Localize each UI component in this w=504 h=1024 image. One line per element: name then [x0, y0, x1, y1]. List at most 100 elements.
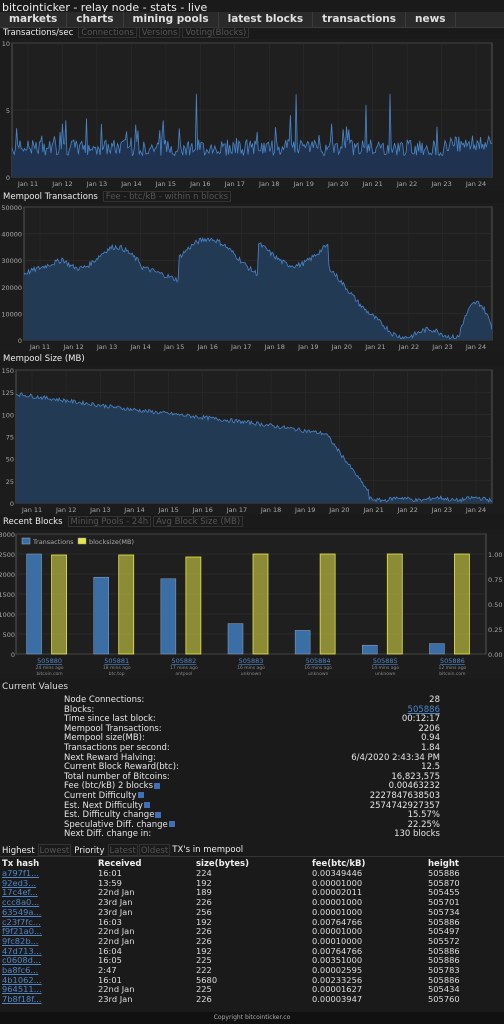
- block-height-link[interactable]: 505884: [306, 657, 331, 665]
- tab-lowest[interactable]: Lowest: [37, 844, 72, 856]
- block-age: 12 mins ago: [439, 665, 467, 671]
- block-pool: btc.top: [109, 671, 125, 677]
- info-icon[interactable]: [137, 792, 144, 799]
- info-icon[interactable]: [143, 802, 150, 809]
- current-value-label: Next Reward Halving:: [64, 752, 156, 763]
- tx-per-sec-svg: 10 5 0 Jan 11 Jan 12 Jan 13 Jan 14 Jan 15 Jan 1…: [2, 40, 493, 188]
- tab-mempool-transactions[interactable]: Mempool Transactions: [3, 192, 98, 202]
- tab-mempool-size[interactable]: Mempool Size (MB): [3, 354, 85, 364]
- tx-count-bar[interactable]: [362, 644, 378, 655]
- x-tick-label: Jan 24: [465, 506, 486, 514]
- tx-hash-link[interactable]: c0608d...: [2, 956, 41, 966]
- tx-hash-link[interactable]: 47d713...: [2, 946, 42, 956]
- info-icon[interactable]: [168, 821, 175, 828]
- current-value: 0.00463232: [388, 781, 440, 792]
- tx-hash-link[interactable]: 63549a...: [2, 907, 42, 917]
- info-icon[interactable]: [155, 811, 162, 818]
- tab-latest[interactable]: Latest: [107, 844, 138, 856]
- table-cell: 0.00002011: [312, 888, 363, 898]
- block-height-link[interactable]: 505883: [239, 657, 264, 665]
- blocksize-bar[interactable]: [118, 554, 135, 655]
- blocksize-bar[interactable]: [319, 553, 336, 655]
- nav-transactions[interactable]: transactions: [313, 12, 407, 27]
- y-tick-label: 50000: [1, 204, 22, 212]
- x-tick-label: Jan 20: [331, 343, 352, 351]
- current-value-label: Mempool size(MB):: [64, 733, 145, 744]
- blocksize-bar[interactable]: [454, 553, 470, 655]
- tx-hash-link[interactable]: 17c4ef...: [2, 888, 38, 898]
- table-cell: 0.00001000: [312, 927, 363, 937]
- tab-transactions-sec[interactable]: Transactions/sec: [3, 28, 74, 38]
- tx-count-bar[interactable]: [429, 643, 445, 655]
- tab-avg-block-size[interactable]: Avg Block Size (MB): [153, 516, 244, 527]
- info-icon[interactable]: [154, 782, 161, 789]
- tab-oldest[interactable]: Oldest: [138, 844, 171, 856]
- table-cell: 16:04: [98, 946, 122, 956]
- tx-count-bar[interactable]: [160, 578, 177, 655]
- tx-hash-link[interactable]: 92ed3...: [2, 878, 37, 888]
- nav-mining-pools[interactable]: mining pools: [124, 12, 219, 27]
- nav-news[interactable]: news: [406, 12, 456, 27]
- x-tick-label: Jan 12: [55, 506, 76, 514]
- tab-priority[interactable]: Priority: [74, 846, 105, 856]
- nav-charts[interactable]: charts: [67, 12, 124, 27]
- tx-in-mempool-label: TX's in mempool: [172, 845, 244, 855]
- y-tick-label: 10: [2, 40, 10, 48]
- block-height-link[interactable]: 505886: [440, 657, 465, 665]
- x-tick-label: Jan 21: [361, 180, 382, 188]
- tx-hash-link[interactable]: ccc8a0...: [2, 898, 40, 908]
- tab-versions[interactable]: Versions: [138, 27, 181, 38]
- current-value: 2227847638503: [369, 790, 440, 801]
- tab-connections[interactable]: Connections: [78, 27, 137, 38]
- table-cell: 0.00001000: [312, 878, 363, 888]
- y-tick-label: 125: [2, 389, 14, 397]
- tx-hash-link[interactable]: c23f7fc...: [2, 917, 41, 927]
- tx-hash-link[interactable]: f9f21a0...: [2, 927, 42, 937]
- col-tx-hash: Tx hash: [2, 858, 40, 869]
- current-value-label: Next Diff. change in:: [64, 829, 152, 840]
- current-value: 2574742927357: [369, 800, 440, 811]
- tx-hash-link[interactable]: a797f1...: [2, 869, 40, 878]
- label-wrap: Current Difficulty: [64, 791, 144, 802]
- table-cell: 23rd Jan: [98, 898, 133, 908]
- block-height-link[interactable]: 505881: [104, 657, 129, 665]
- tab-recent-blocks[interactable]: Recent Blocks: [3, 517, 63, 527]
- table-cell: 226: [196, 927, 212, 937]
- tx-count-bar[interactable]: [227, 623, 244, 655]
- blocksize-bar[interactable]: [185, 556, 202, 655]
- tab-mining-pools-24h[interactable]: Mining Pools - 24h: [67, 516, 152, 527]
- tx-count-bar[interactable]: [26, 553, 42, 655]
- block-height-link[interactable]: 505882: [171, 657, 196, 665]
- tx-hash-link[interactable]: 7b8f18f...: [2, 995, 42, 1005]
- table-row: 964511... 22nd Jan 225 0.00001627 505434: [2, 985, 502, 995]
- nav-markets[interactable]: markets: [0, 12, 68, 27]
- tx-hash-link[interactable]: 4b1062...: [2, 975, 42, 985]
- y-left-tick-label: 3000: [0, 531, 15, 539]
- table-row: a797f1... 16:01 224 0.00349446 505886: [2, 869, 502, 879]
- tab-fee-within-blocks[interactable]: Fee - btc/kB - within n blocks: [102, 191, 232, 202]
- block-age: 18 mins ago: [103, 665, 131, 671]
- tx-hash-link[interactable]: ba8fc6...: [2, 966, 39, 976]
- tx-count-bar[interactable]: [294, 630, 311, 655]
- x-tick-label: Jan 22: [396, 180, 417, 188]
- tab-voting-blocks[interactable]: Voting(Blocks): [182, 27, 250, 38]
- nav-latest-blocks[interactable]: latest blocks: [219, 12, 314, 27]
- current-value: 6/4/2020 2:43:34 PM: [351, 752, 440, 763]
- blocksize-bar[interactable]: [252, 553, 269, 655]
- block-height-link[interactable]: 505880: [37, 657, 62, 665]
- blocks-link[interactable]: 505886: [407, 704, 440, 715]
- blocksize-bar[interactable]: [51, 554, 67, 655]
- y-left-tick-label: 2000: [0, 571, 15, 579]
- table-cell: 505870: [428, 878, 460, 888]
- y-tick-label: 0: [10, 500, 14, 508]
- block-height-link[interactable]: 505885: [373, 657, 398, 665]
- tx-count-bar[interactable]: [93, 576, 109, 655]
- tx-hash-link[interactable]: 9fc82b...: [2, 936, 39, 946]
- tx-hash-link[interactable]: 964511...: [2, 985, 42, 995]
- x-tick-label: Jan 16: [189, 180, 210, 188]
- blocksize-bar[interactable]: [386, 553, 403, 655]
- tab-highest[interactable]: Highest: [2, 846, 35, 856]
- current-value: 28: [429, 695, 440, 705]
- x-tick-label: Jan 15: [163, 343, 184, 351]
- current-value-row: Current Block Reward(btc): 12.5: [64, 763, 440, 773]
